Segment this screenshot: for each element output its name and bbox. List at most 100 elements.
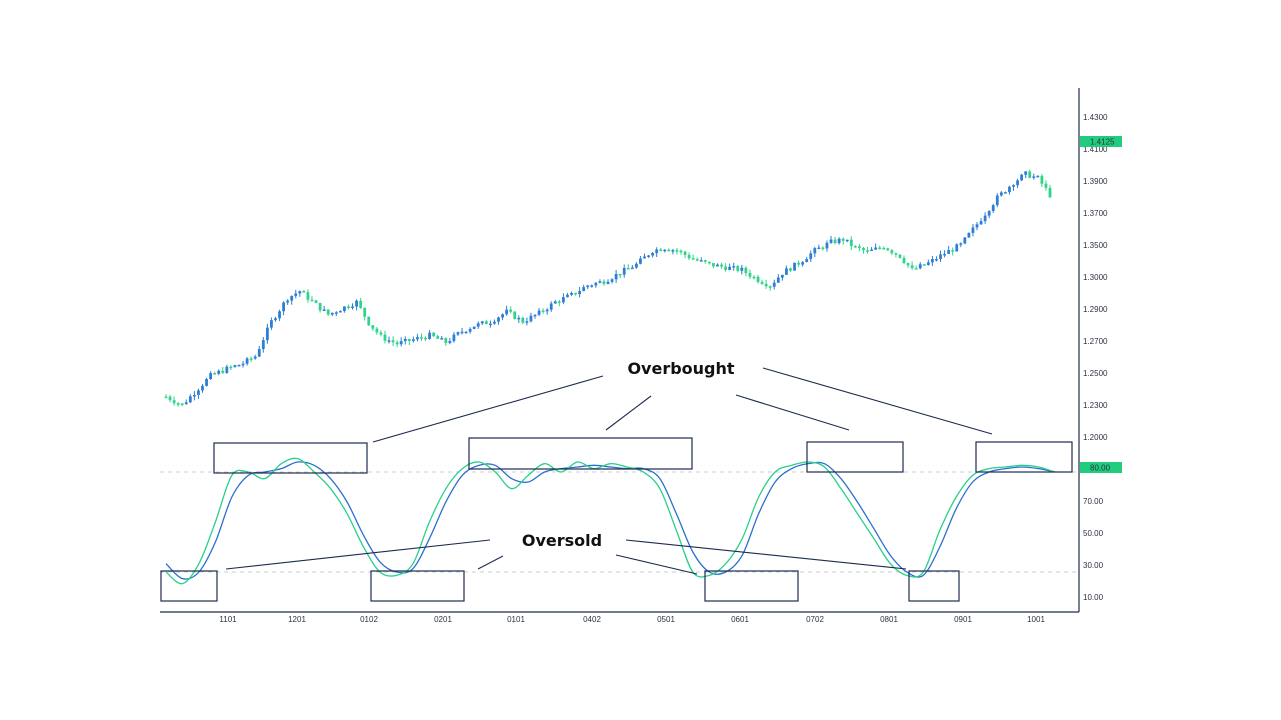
price-candle: [1032, 173, 1036, 180]
price-candle: [858, 244, 861, 252]
price-tick-label: 1.2500: [1083, 369, 1108, 378]
annotation-connector: [225, 539, 491, 570]
annotation-connector: [605, 395, 652, 431]
price-candle: [298, 290, 302, 297]
price-candle: [943, 250, 946, 258]
price-candle: [639, 256, 642, 265]
price-candle: [967, 232, 971, 238]
price-candle: [472, 326, 476, 330]
svg-text:80.00: 80.00: [1090, 464, 1111, 473]
x-tick-label: 0601: [731, 615, 749, 624]
price-candle: [979, 218, 983, 225]
price-candle: [712, 263, 715, 269]
price-candle: [314, 299, 318, 304]
oscillator-tick-label: 30.00: [1083, 561, 1104, 570]
price-candle: [902, 255, 906, 265]
price-candle: [192, 391, 196, 401]
price-candle: [310, 296, 314, 302]
x-tick-label: 0402: [583, 615, 601, 624]
price-candle: [789, 267, 792, 272]
price-candle: [444, 337, 448, 346]
price-candle: [699, 257, 703, 262]
price-candle: [302, 289, 306, 293]
price-candle: [188, 394, 192, 404]
chart-labels: 1.4300 1.4100 1.3900 1.3700 1.3500 1.3000 1.29…: [219, 113, 1122, 624]
price-candle: [241, 360, 245, 368]
price-candle: [630, 265, 634, 270]
price-candle: [164, 394, 168, 399]
price-candle: [440, 335, 444, 340]
price-candle: [817, 244, 821, 250]
price-candle: [172, 396, 176, 406]
x-tick-label: 0102: [360, 615, 378, 624]
price-candle: [955, 243, 959, 252]
price-candle: [509, 306, 513, 314]
price-candle: [975, 222, 979, 231]
price-candle: [484, 319, 488, 325]
annotation-connector: [625, 539, 907, 570]
price-candle: [671, 248, 675, 255]
price-candle: [561, 293, 565, 305]
price-candle: [659, 247, 663, 252]
price-candle: [233, 364, 237, 368]
price-candle: [971, 224, 975, 237]
price-candle: [931, 256, 934, 266]
price-candle: [882, 246, 886, 250]
price-candle: [622, 264, 626, 278]
price-candle: [1036, 175, 1040, 178]
price-candle: [533, 314, 537, 319]
price-tick-label: 1.4300: [1083, 113, 1108, 122]
price-candle: [278, 309, 281, 322]
price-candle: [452, 332, 456, 343]
oversold-annotation: Oversold: [522, 531, 602, 550]
price-candle: [760, 279, 764, 285]
price-candle: [983, 212, 987, 224]
price-candle: [651, 251, 655, 258]
price-candle: [606, 279, 610, 285]
price-candle: [785, 265, 788, 275]
price-candle: [557, 299, 561, 307]
price-candle: [590, 284, 594, 288]
price-candle: [1040, 174, 1044, 188]
price-candle: [574, 292, 577, 296]
price-candle: [184, 399, 188, 405]
oversold-zone-box: [908, 570, 960, 602]
annotation-connector: [477, 555, 504, 570]
price-candle: [176, 401, 180, 407]
price-candle: [736, 264, 740, 273]
price-candle: [566, 292, 569, 298]
price-candle: [691, 254, 695, 260]
price-candle: [464, 331, 468, 334]
price-candle: [541, 308, 545, 314]
price-candle: [825, 240, 829, 252]
price-candle: [1020, 173, 1024, 182]
price-candle: [229, 365, 233, 371]
price-candle: [995, 193, 999, 208]
price-candle: [764, 279, 768, 289]
price-candle: [1024, 171, 1028, 179]
price-candle: [371, 325, 375, 332]
price-candle: [894, 252, 898, 258]
x-tick-label: 0501: [657, 615, 675, 624]
price-candle: [436, 334, 440, 339]
annotation-connector: [762, 367, 993, 435]
price-candle: [890, 249, 894, 256]
price-candle: [663, 249, 667, 253]
price-candle: [634, 262, 638, 269]
x-tick-label: 0101: [507, 615, 525, 624]
price-candle: [221, 366, 225, 374]
price-candle: [987, 210, 991, 219]
price-candle: [655, 247, 659, 257]
price-candle: [168, 394, 172, 403]
price-candle: [553, 299, 557, 304]
price-candle: [294, 289, 298, 299]
price-candle: [529, 312, 533, 323]
price-candle: [1003, 191, 1007, 194]
x-tick-label: 0201: [434, 615, 452, 624]
price-candle: [448, 338, 452, 345]
price-candle: [225, 364, 229, 374]
price-candle: [468, 327, 472, 334]
price-tick-label: 1.3500: [1083, 241, 1108, 250]
price-candle: [720, 262, 723, 269]
price-candle: [926, 259, 930, 266]
